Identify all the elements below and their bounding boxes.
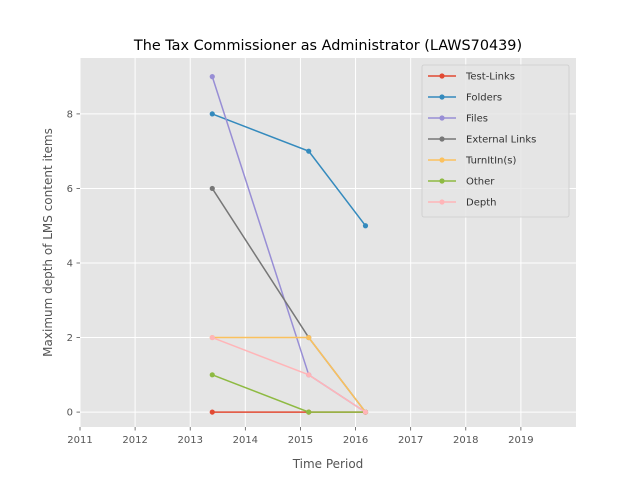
legend-item: Files bbox=[428, 114, 488, 125]
data-point bbox=[209, 74, 215, 80]
legend-item: External Links bbox=[428, 135, 536, 146]
data-point bbox=[209, 185, 215, 192]
legend-item: TurnItIn(s) bbox=[428, 156, 516, 167]
legend-marker bbox=[439, 94, 445, 100]
legend-label: Folders bbox=[466, 93, 502, 104]
legend-item: Other bbox=[428, 177, 495, 188]
legend-item: Folders bbox=[428, 93, 502, 104]
y-axis-ticks: 0 2 4 6 8 bbox=[67, 109, 80, 419]
legend-item: Depth bbox=[428, 198, 496, 209]
data-point bbox=[209, 409, 215, 415]
series-group bbox=[209, 74, 369, 415]
x-tick-label: 2013 bbox=[177, 435, 202, 446]
legend-label: TurnItIn(s) bbox=[465, 156, 516, 167]
x-tick-label: 2017 bbox=[398, 435, 423, 446]
x-tick-label: 2018 bbox=[453, 435, 478, 446]
legend-marker bbox=[439, 136, 445, 142]
x-tick-label: 2015 bbox=[288, 435, 313, 446]
data-point bbox=[362, 223, 369, 229]
x-tick-label: 2014 bbox=[233, 435, 258, 446]
legend-marker bbox=[439, 157, 445, 163]
data-point bbox=[306, 148, 312, 154]
data-point bbox=[209, 334, 215, 341]
legend-marker bbox=[439, 73, 445, 79]
legend-item: Test-Links bbox=[428, 72, 515, 83]
data-point bbox=[306, 334, 312, 341]
y-tick-label: 0 bbox=[67, 408, 73, 419]
data-point bbox=[209, 111, 215, 117]
legend-label: Depth bbox=[466, 198, 496, 209]
x-tick-label: 2011 bbox=[67, 435, 92, 446]
legend-box bbox=[421, 64, 570, 218]
legend-label: Files bbox=[466, 114, 488, 125]
data-point bbox=[362, 409, 369, 415]
x-axis-ticks: 2011 2012 2013 2014 2015 2016 2017 2018 2019 bbox=[67, 427, 534, 446]
series-folders bbox=[209, 111, 369, 229]
x-axis-label: Time Period bbox=[292, 457, 364, 471]
legend: Test-Links Folders Files External Links Turn… bbox=[421, 64, 570, 218]
x-tick-label: 2016 bbox=[343, 435, 368, 446]
y-tick-label: 4 bbox=[67, 259, 73, 270]
y-tick-label: 6 bbox=[67, 184, 73, 195]
legend-label: Other bbox=[466, 177, 495, 188]
y-axis-label: Maximum depth of LMS content items bbox=[41, 128, 55, 357]
y-tick-label: 2 bbox=[67, 333, 73, 344]
x-tick-label: 2012 bbox=[122, 435, 147, 446]
data-point bbox=[306, 409, 312, 415]
y-tick-label: 8 bbox=[67, 109, 73, 120]
legend-label: Test-Links bbox=[465, 72, 515, 83]
data-point bbox=[209, 372, 215, 378]
legend-marker bbox=[439, 115, 445, 121]
legend-marker bbox=[439, 199, 445, 205]
legend-marker bbox=[439, 178, 445, 184]
x-tick-label: 2019 bbox=[508, 435, 533, 446]
data-point bbox=[306, 372, 312, 378]
chart-title: The Tax Commissioner as Administrator (L… bbox=[133, 38, 522, 54]
series-depth bbox=[209, 334, 369, 415]
legend-label: External Links bbox=[466, 135, 536, 146]
